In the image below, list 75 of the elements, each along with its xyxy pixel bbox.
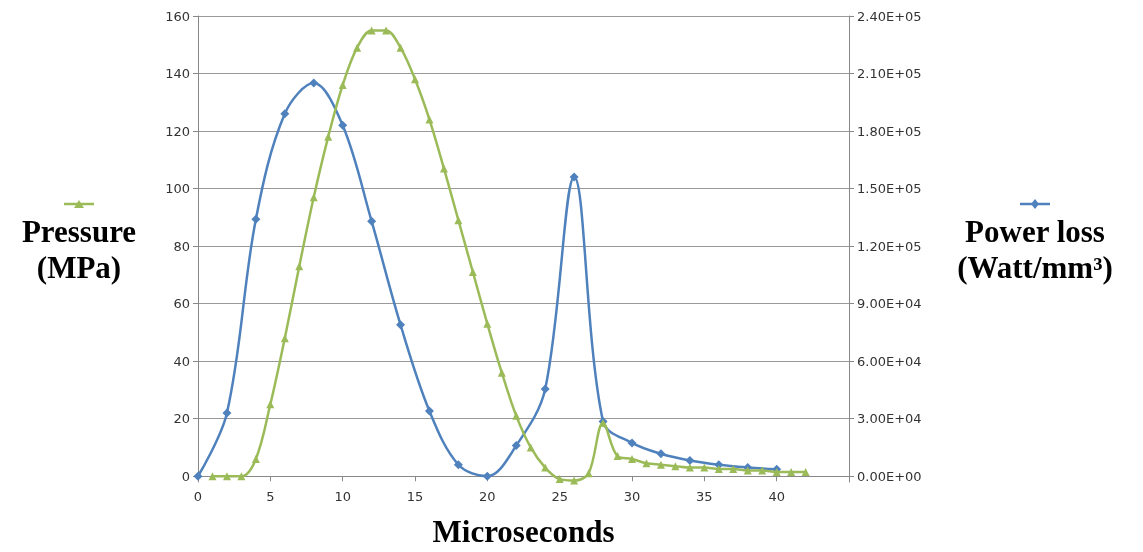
point: [714, 465, 723, 474]
y-tick-label: 120: [165, 123, 190, 139]
x-tick-label: 25: [551, 489, 568, 504]
y2-tick-label: 1.50E+05: [857, 181, 922, 197]
point: [627, 438, 637, 448]
x-tick-label: 20: [479, 489, 496, 504]
point: [454, 216, 463, 225]
point: [511, 441, 521, 451]
y-tick-label: 80: [173, 238, 190, 254]
point: [411, 75, 419, 84]
x-tick-label: 10: [334, 489, 351, 504]
point: [280, 109, 290, 119]
point: [628, 454, 636, 463]
point: [424, 406, 434, 416]
point: [468, 268, 477, 277]
y-tick-label: 60: [173, 296, 190, 312]
point: [787, 467, 796, 476]
point: [453, 460, 463, 470]
y-tick-label: 160: [165, 8, 190, 24]
point: [642, 459, 651, 468]
y2-tick-label: 0.00E+00: [857, 468, 922, 484]
point: [309, 78, 319, 88]
x-tick-label: 40: [768, 489, 785, 504]
point: [497, 368, 506, 377]
point: [353, 43, 362, 52]
point: [671, 462, 680, 471]
point: [613, 452, 622, 461]
point: [700, 463, 709, 472]
y-tick-label: 100: [165, 181, 190, 197]
y-tick-label: 40: [173, 353, 190, 369]
y2-tick-label: 1.80E+05: [857, 123, 922, 139]
point: [656, 449, 666, 459]
x-tick-label: 35: [696, 489, 713, 504]
point: [482, 471, 492, 481]
point: [251, 454, 260, 463]
y-tick-label: 140: [165, 66, 190, 82]
x-axis-title: Microseconds: [432, 514, 615, 549]
y-axis-title: Pressure (MPa): [20, 214, 138, 286]
point: [367, 216, 377, 226]
point: [569, 172, 579, 182]
point: [222, 472, 231, 481]
y2-axis-title: Power loss (Watt/mm³): [956, 214, 1114, 286]
y2-tick-label: 9.00E+04: [857, 296, 922, 312]
point: [396, 43, 405, 52]
point: [555, 475, 564, 484]
point: [483, 319, 492, 328]
point: [425, 115, 434, 124]
point: [570, 476, 579, 485]
y2-tick-label: 3.00E+04: [857, 411, 922, 427]
x-tick-label: 30: [623, 489, 641, 504]
x-tick-label: 15: [406, 489, 424, 504]
y-tick-label: 20: [173, 411, 190, 427]
x-tick-label: 0: [193, 489, 203, 504]
point: [324, 132, 333, 141]
point: [685, 463, 694, 472]
point: [251, 214, 261, 224]
y2-tick-label: 2.10E+05: [857, 66, 922, 82]
point: [237, 472, 246, 481]
y2-tick-label: 6.00E+04: [857, 353, 922, 369]
point: [208, 472, 217, 481]
point: [540, 384, 550, 394]
point: [338, 120, 348, 130]
point: [801, 467, 810, 476]
y-tick-label: 0: [181, 468, 190, 484]
point: [396, 320, 406, 330]
y2-tick-label: 2.40E+05: [857, 8, 922, 24]
x-tick-label: 5: [266, 489, 275, 504]
point: [685, 456, 695, 466]
point: [338, 81, 347, 90]
point: [222, 408, 232, 418]
point: [193, 471, 203, 481]
point: [541, 463, 550, 472]
y2-tick-label: 1.20E+05: [857, 238, 922, 254]
point: [656, 460, 665, 469]
point: [512, 411, 521, 420]
